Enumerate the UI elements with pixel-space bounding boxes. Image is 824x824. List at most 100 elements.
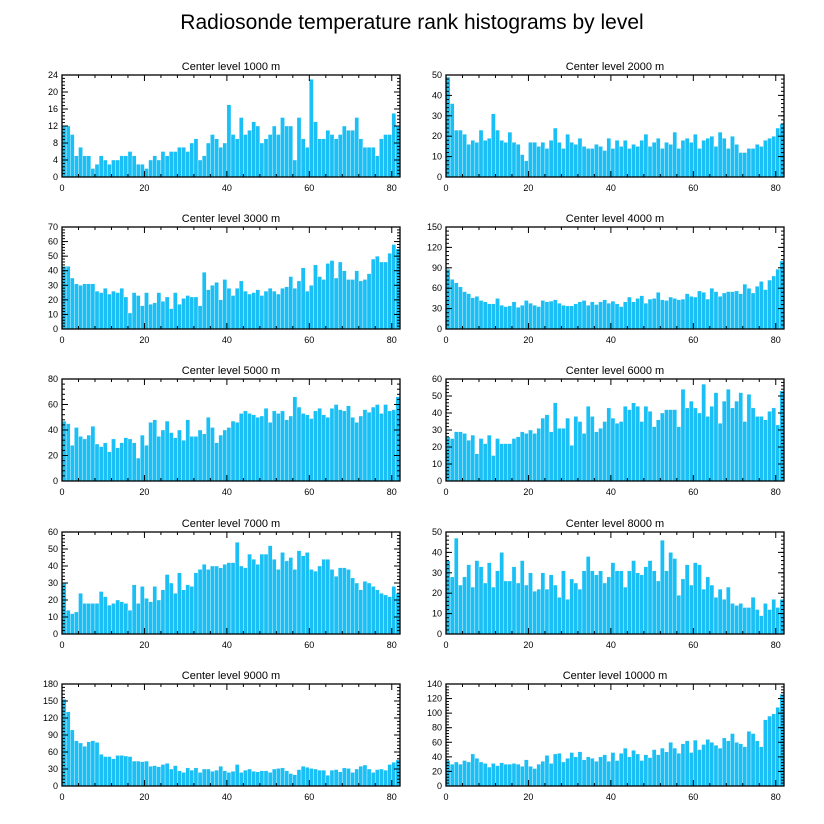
bar xyxy=(656,292,661,330)
bar xyxy=(544,588,550,635)
bar xyxy=(164,420,170,482)
bar xyxy=(239,280,244,330)
x-tick-label: 0 xyxy=(59,640,64,650)
bar xyxy=(503,142,509,178)
bar xyxy=(676,595,682,635)
bar xyxy=(495,765,500,787)
bar xyxy=(164,296,170,330)
bar xyxy=(292,774,298,787)
bar xyxy=(713,745,719,787)
bar xyxy=(284,770,289,787)
bar xyxy=(689,584,694,635)
histogram-panel: Center level 9000 m 0 20 40 60 80 0 30 60 90 120 15… xyxy=(43,670,401,802)
bar xyxy=(375,255,380,330)
bar xyxy=(65,423,71,482)
panel-title: Center level 2000 m xyxy=(566,61,664,73)
bar xyxy=(466,293,471,330)
bar xyxy=(458,584,463,635)
bar xyxy=(623,586,628,635)
bar xyxy=(107,756,112,787)
bar xyxy=(458,763,463,787)
bar xyxy=(90,168,96,178)
bar-series xyxy=(61,79,401,178)
bar xyxy=(391,586,397,635)
bar xyxy=(177,572,182,635)
y-tick-label: 0 xyxy=(53,629,58,639)
bar xyxy=(713,392,719,482)
bar xyxy=(309,285,314,330)
bar xyxy=(557,302,562,330)
bar xyxy=(259,553,265,635)
bar xyxy=(594,144,599,178)
bar xyxy=(144,445,149,482)
bar xyxy=(742,283,748,330)
bar xyxy=(168,582,174,635)
histogram-panel: Center level 1000 m 0 20 40 60 80 0 4 8 12 16 20 24 xyxy=(48,61,401,193)
bar xyxy=(466,144,471,178)
x-tick-label: 80 xyxy=(771,487,781,497)
bar xyxy=(631,144,636,178)
bar xyxy=(577,301,583,330)
bar xyxy=(111,290,116,330)
bar xyxy=(152,155,157,178)
bar xyxy=(713,146,719,178)
bar xyxy=(491,303,496,330)
bar xyxy=(131,155,137,178)
bar xyxy=(103,596,108,635)
bar xyxy=(123,437,129,482)
bar xyxy=(375,404,380,482)
bar xyxy=(131,760,137,787)
x-tick-label: 40 xyxy=(222,792,232,802)
bar xyxy=(65,711,71,787)
bar xyxy=(734,144,739,178)
bar xyxy=(573,303,579,330)
bar xyxy=(610,562,616,635)
bar xyxy=(243,410,248,482)
bar xyxy=(540,761,546,787)
bar xyxy=(705,416,710,482)
bar xyxy=(148,304,153,330)
y-tick-label: 30 xyxy=(48,578,58,588)
x-tick-label: 40 xyxy=(606,640,616,650)
bar xyxy=(495,298,500,330)
bar xyxy=(507,443,513,482)
bar xyxy=(565,417,570,482)
bar xyxy=(247,130,252,178)
bar xyxy=(643,754,649,787)
bar xyxy=(387,596,392,635)
bar xyxy=(300,413,306,482)
bar xyxy=(90,603,96,635)
bar xyxy=(251,121,256,178)
x-tick-label: 60 xyxy=(688,335,698,345)
y-tick-label: 0 xyxy=(437,476,442,486)
bar xyxy=(771,713,776,787)
bar xyxy=(243,134,248,178)
bar xyxy=(507,305,513,330)
bar xyxy=(676,426,682,482)
bar xyxy=(458,129,463,178)
bar xyxy=(680,298,686,330)
bar xyxy=(210,427,215,482)
bar xyxy=(189,436,195,482)
bar xyxy=(491,455,496,482)
panel-title: Center level 5000 m xyxy=(182,365,280,377)
bar xyxy=(602,150,607,178)
bar xyxy=(86,434,92,482)
bar xyxy=(767,609,772,635)
bar xyxy=(354,270,359,330)
bar xyxy=(610,148,616,178)
bar xyxy=(342,567,347,635)
bar xyxy=(111,159,116,178)
bar xyxy=(474,296,480,330)
figure-title: Radiosonde temperature rank histograms b… xyxy=(180,11,643,34)
bar xyxy=(296,406,302,482)
bar xyxy=(478,438,484,482)
bar xyxy=(243,769,248,787)
x-tick-label: 80 xyxy=(387,792,397,802)
x-tick-label: 60 xyxy=(304,487,314,497)
bar xyxy=(524,300,529,330)
bar xyxy=(454,431,459,482)
x-tick-label: 40 xyxy=(222,335,232,345)
bar xyxy=(697,148,702,178)
